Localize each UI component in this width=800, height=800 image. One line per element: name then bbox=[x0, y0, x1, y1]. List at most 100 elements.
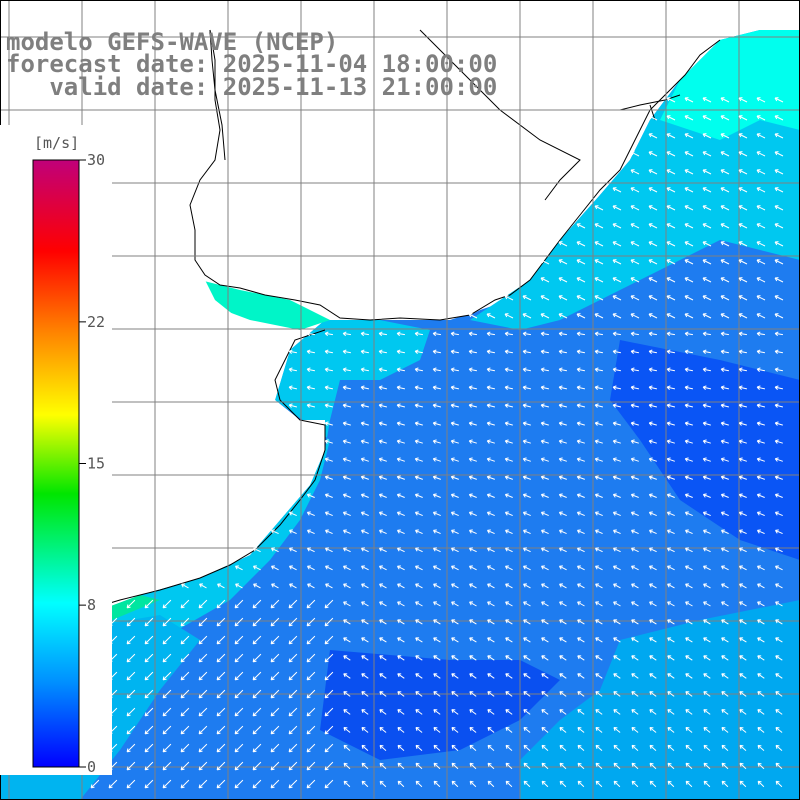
wind-arrow bbox=[198, 707, 208, 717]
wind-arrow bbox=[379, 619, 387, 625]
deep-blue-core-south bbox=[320, 650, 560, 760]
wind-arrow bbox=[666, 403, 676, 408]
wind-arrow bbox=[577, 619, 585, 625]
wind-arrow bbox=[576, 475, 585, 480]
wind-arrow bbox=[252, 779, 262, 789]
wind-arrow bbox=[594, 313, 604, 319]
wind-arrow bbox=[558, 295, 568, 301]
wind-arrow bbox=[612, 223, 622, 229]
wind-arrow bbox=[505, 780, 513, 788]
wind-arrow bbox=[343, 637, 351, 643]
wind-arrow bbox=[666, 457, 675, 462]
wind-arrow bbox=[216, 617, 226, 627]
wind-arrow bbox=[234, 599, 244, 609]
wind-arrow bbox=[486, 547, 495, 553]
wind-arrow bbox=[522, 403, 532, 408]
wind-arrow bbox=[702, 205, 712, 211]
wind-arrow bbox=[720, 385, 730, 390]
wind-arrow bbox=[433, 691, 441, 697]
wind-arrow bbox=[648, 439, 657, 444]
wind-arrow bbox=[486, 493, 495, 498]
wind-arrow bbox=[702, 115, 712, 121]
wind-arrow bbox=[559, 655, 567, 661]
wind-arrow bbox=[756, 457, 765, 462]
wind-arrow bbox=[504, 529, 513, 535]
wind-arrow bbox=[702, 241, 712, 247]
wind-arrow bbox=[144, 707, 154, 717]
wind-arrow bbox=[576, 367, 586, 372]
wind-arrow bbox=[540, 547, 549, 553]
wind-arrow bbox=[360, 511, 369, 517]
wind-arrow bbox=[702, 151, 712, 157]
wind-arrow bbox=[594, 565, 603, 571]
wind-arrow bbox=[775, 744, 783, 751]
wind-arrow bbox=[721, 637, 729, 643]
wind-arrow bbox=[360, 493, 369, 498]
wind-arrow bbox=[648, 457, 657, 462]
wind-arrow bbox=[739, 655, 747, 661]
wind-arrow bbox=[631, 655, 639, 661]
wind-arrow bbox=[631, 727, 639, 733]
wind-arrow bbox=[774, 529, 783, 535]
wind-arrow bbox=[720, 493, 729, 498]
wind-arrow bbox=[559, 727, 567, 733]
wind-arrow bbox=[684, 277, 694, 283]
wind-arrow bbox=[757, 727, 765, 733]
wind-arrow bbox=[288, 743, 298, 753]
wind-arrow bbox=[756, 511, 765, 517]
wind-arrow bbox=[396, 475, 405, 480]
wind-arrow bbox=[324, 439, 333, 444]
wind-arrow bbox=[433, 780, 441, 788]
wind-arrow bbox=[595, 762, 603, 770]
wind-arrow bbox=[504, 331, 513, 337]
wind-arrow bbox=[739, 673, 747, 679]
wind-arrow bbox=[721, 762, 729, 770]
wind-arrow bbox=[324, 599, 334, 609]
wind-arrow bbox=[252, 707, 262, 717]
wind-arrow bbox=[613, 619, 621, 625]
wind-arrow bbox=[756, 493, 765, 498]
wind-arrow bbox=[469, 691, 477, 697]
wind-arrow bbox=[576, 313, 586, 319]
map-title-model: modelo GEFS-WAVE (NCEP) bbox=[6, 28, 339, 56]
wind-arrow bbox=[684, 151, 694, 157]
wind-arrow bbox=[630, 439, 639, 444]
wind-arrow bbox=[702, 313, 712, 319]
wind-arrow bbox=[757, 762, 765, 770]
wind-arrow bbox=[162, 671, 172, 681]
wind-arrow bbox=[720, 403, 730, 408]
wind-arrow bbox=[630, 475, 639, 480]
wind-arrow bbox=[703, 744, 711, 751]
wind-arrow bbox=[576, 349, 585, 354]
wind-arrow bbox=[613, 709, 621, 715]
wind-arrow bbox=[720, 439, 729, 444]
wind-arrow bbox=[288, 617, 298, 627]
wind-arrow bbox=[468, 403, 478, 408]
wind-arrow bbox=[721, 619, 729, 625]
wind-arrow bbox=[504, 295, 514, 301]
wind-arrow bbox=[198, 671, 208, 681]
wind-arrow bbox=[288, 349, 297, 354]
wind-arrow bbox=[595, 744, 603, 751]
wind-arrow bbox=[414, 547, 423, 553]
wind-arrow bbox=[343, 583, 351, 589]
wind-arrow bbox=[306, 331, 315, 337]
wind-arrow bbox=[360, 457, 369, 462]
wind-arrow bbox=[451, 780, 459, 788]
wind-arrow bbox=[450, 565, 459, 571]
wind-arrow bbox=[396, 565, 405, 571]
wind-arrow bbox=[360, 565, 369, 571]
wind-arrow bbox=[271, 583, 279, 589]
wind-arrow bbox=[739, 619, 747, 625]
wind-arrow bbox=[288, 779, 298, 789]
wind-arrow bbox=[504, 565, 513, 571]
wind-arrow bbox=[378, 367, 388, 372]
wind-arrow bbox=[595, 619, 603, 625]
wind-arrow bbox=[252, 547, 261, 553]
wind-arrow bbox=[306, 599, 316, 609]
wind-arrow bbox=[631, 583, 639, 589]
wind-arrow bbox=[180, 761, 190, 771]
wind-arrow bbox=[576, 529, 585, 535]
wind-arrow bbox=[720, 421, 729, 426]
wind-arrow bbox=[720, 277, 730, 283]
